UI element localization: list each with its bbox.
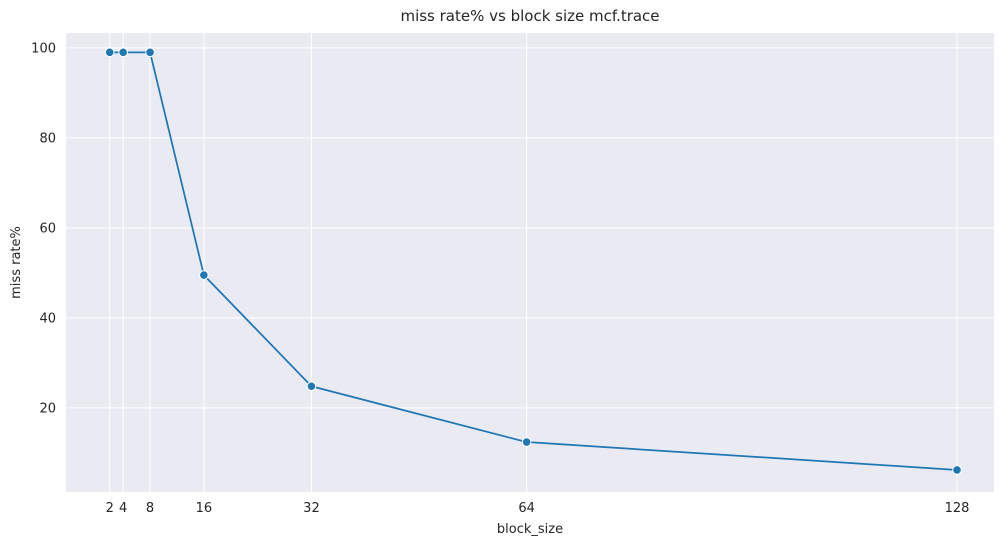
data-point <box>118 47 128 58</box>
y-axis-label: miss rate% <box>9 226 24 299</box>
x-tick-label: 4 <box>119 501 127 516</box>
data-point <box>952 465 962 475</box>
data-point <box>199 270 209 280</box>
x-tick-label: 128 <box>945 501 970 516</box>
x-tick-label: 16 <box>196 501 213 516</box>
x-tick-label: 2 <box>106 501 114 516</box>
chart-title: miss rate% vs block size mcf.trace <box>400 7 659 25</box>
x-tick-label: 64 <box>518 501 535 516</box>
y-tick-label: 100 <box>31 41 56 56</box>
grid-lines <box>66 33 994 492</box>
data-point <box>145 47 155 58</box>
tick-labels: 20 40 60 80 100 2 4 8 16 32 64 128 <box>31 41 969 516</box>
data-point <box>306 381 317 392</box>
y-tick-label: 40 <box>39 311 56 326</box>
y-tick-label: 20 <box>39 401 56 416</box>
data-point <box>104 47 115 58</box>
y-tick-label: 60 <box>39 221 56 236</box>
y-tick-label: 80 <box>39 131 56 146</box>
plot-area <box>66 33 994 492</box>
series-layer <box>104 47 962 475</box>
x-tick-label: 8 <box>146 501 154 516</box>
data-point <box>521 437 532 447</box>
x-tick-label: 32 <box>303 501 320 516</box>
x-axis-label: block_size <box>497 522 563 537</box>
